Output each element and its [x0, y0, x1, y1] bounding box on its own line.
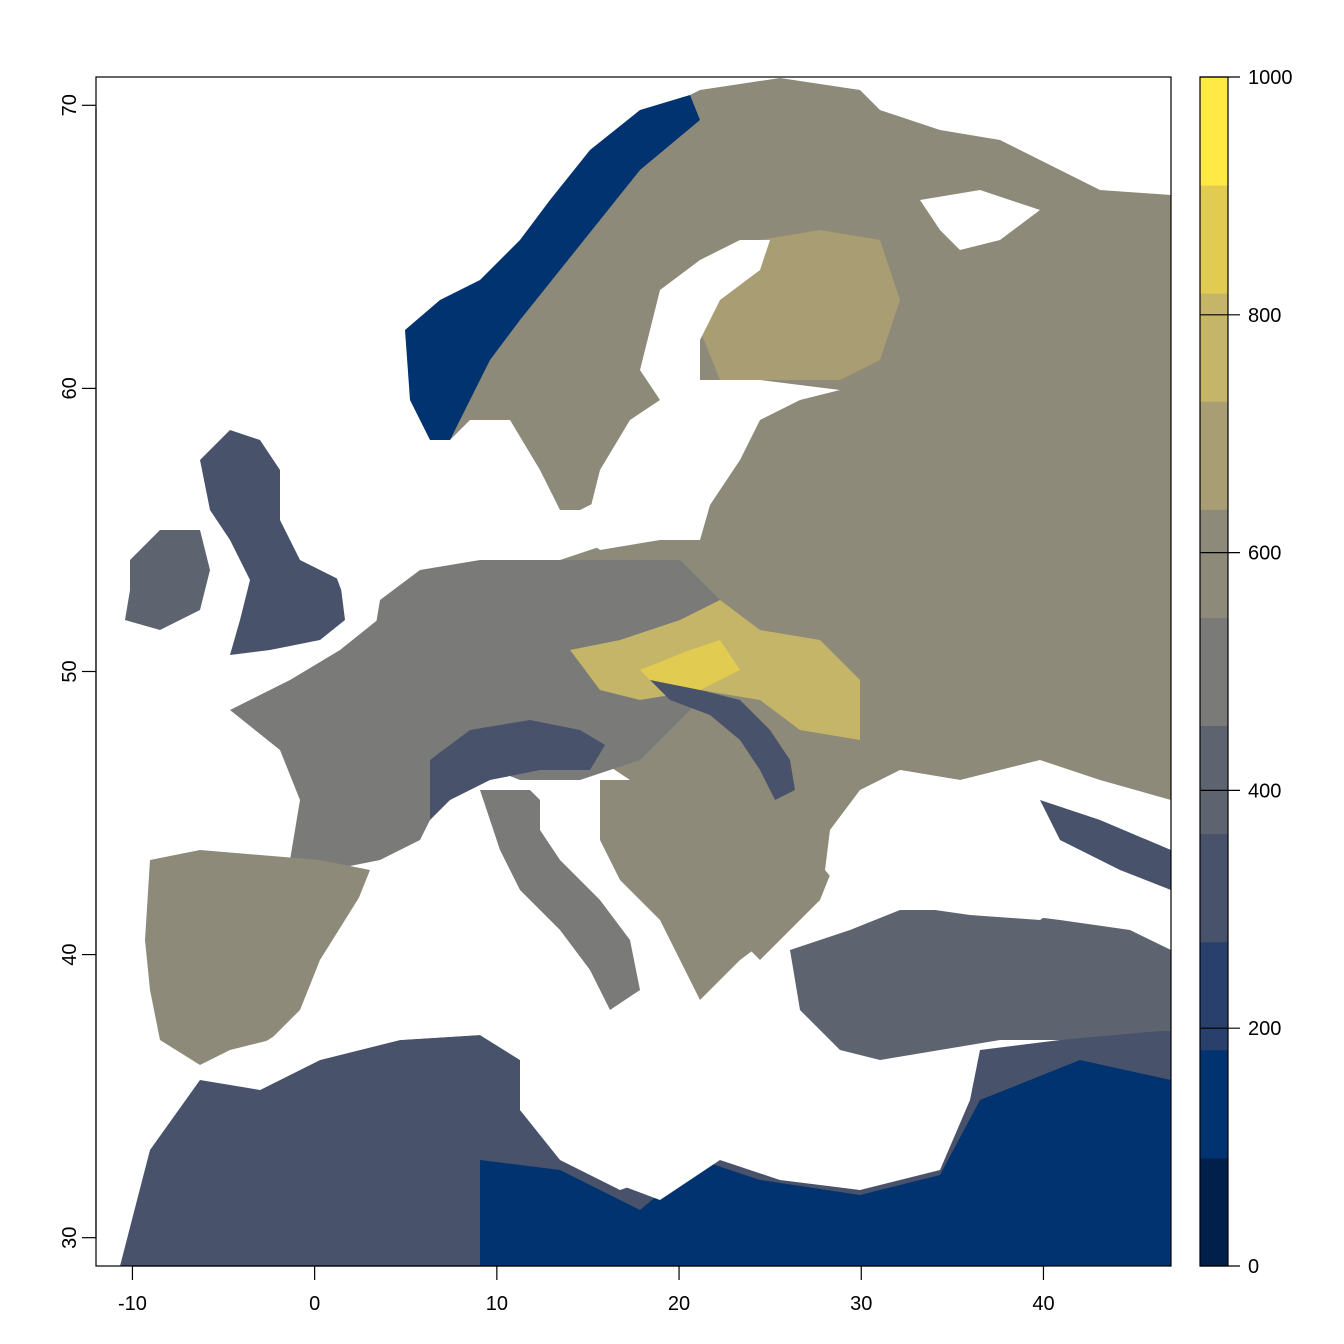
legend-swatch	[1200, 617, 1228, 727]
legend-swatch	[1200, 941, 1228, 1051]
legend-swatch	[1200, 185, 1228, 294]
legend-swatch	[1200, 1157, 1228, 1267]
white-sea	[920, 190, 1040, 250]
caucasus	[1040, 800, 1171, 890]
legend-swatch	[1200, 1049, 1228, 1159]
carpathians	[650, 680, 795, 800]
x-tick-label: 20	[668, 1293, 690, 1315]
iberia-land	[145, 850, 370, 1065]
x-tick-label: 0	[309, 1293, 320, 1315]
ireland-land	[125, 530, 210, 630]
legend-swatch	[1200, 509, 1228, 618]
legend-colorbar: 0 200 400 600 800 1000	[1199, 67, 1293, 1278]
y-tick-label: 70	[59, 94, 81, 116]
legend-tick-label: 0	[1248, 1256, 1259, 1278]
legend-tick-label: 600	[1248, 543, 1281, 565]
x-axis-ticks: -10 0 10 20 30 40	[118, 1266, 1055, 1315]
x-tick-label: 40	[1032, 1293, 1054, 1315]
legend-tick-label: 800	[1248, 305, 1281, 327]
russia-landmass	[500, 120, 1171, 960]
legend-swatch	[1200, 725, 1228, 835]
great-britain-land	[200, 430, 345, 655]
adriatic-sea	[540, 800, 660, 940]
balkans-land	[600, 780, 820, 1000]
y-tick-label: 30	[59, 1227, 81, 1249]
legend-tick-label: 1000	[1248, 67, 1293, 89]
y-tick-label: 40	[59, 943, 81, 965]
north-sea	[280, 440, 470, 600]
legend-swatch	[1200, 401, 1228, 510]
y-tick-label: 50	[59, 660, 81, 682]
sahara-lowland	[480, 1060, 1171, 1266]
legend-swatch	[1200, 833, 1228, 943]
norway-coast	[405, 95, 700, 440]
legend-tick-label: 400	[1248, 780, 1281, 802]
black-sea	[825, 770, 1070, 920]
anatolia-land	[790, 910, 1171, 1060]
highland-core	[640, 640, 740, 690]
x-tick-label: 10	[486, 1293, 508, 1315]
mediterranean-sea	[220, 830, 970, 1200]
legend-tick-label: 200	[1248, 1018, 1281, 1040]
italy-land	[480, 790, 640, 1010]
baltic-sea	[560, 240, 840, 550]
x-tick-label: 30	[850, 1293, 872, 1315]
y-axis-ticks: 30 40 50 60 70	[59, 94, 96, 1249]
legend-swatch	[1200, 77, 1228, 186]
x-tick-label: -10	[118, 1293, 147, 1315]
alps	[430, 720, 605, 820]
y-tick-label: 60	[59, 377, 81, 399]
map-raster	[120, 78, 1171, 1266]
france-land	[230, 610, 470, 870]
legend-swatch	[1200, 293, 1228, 402]
